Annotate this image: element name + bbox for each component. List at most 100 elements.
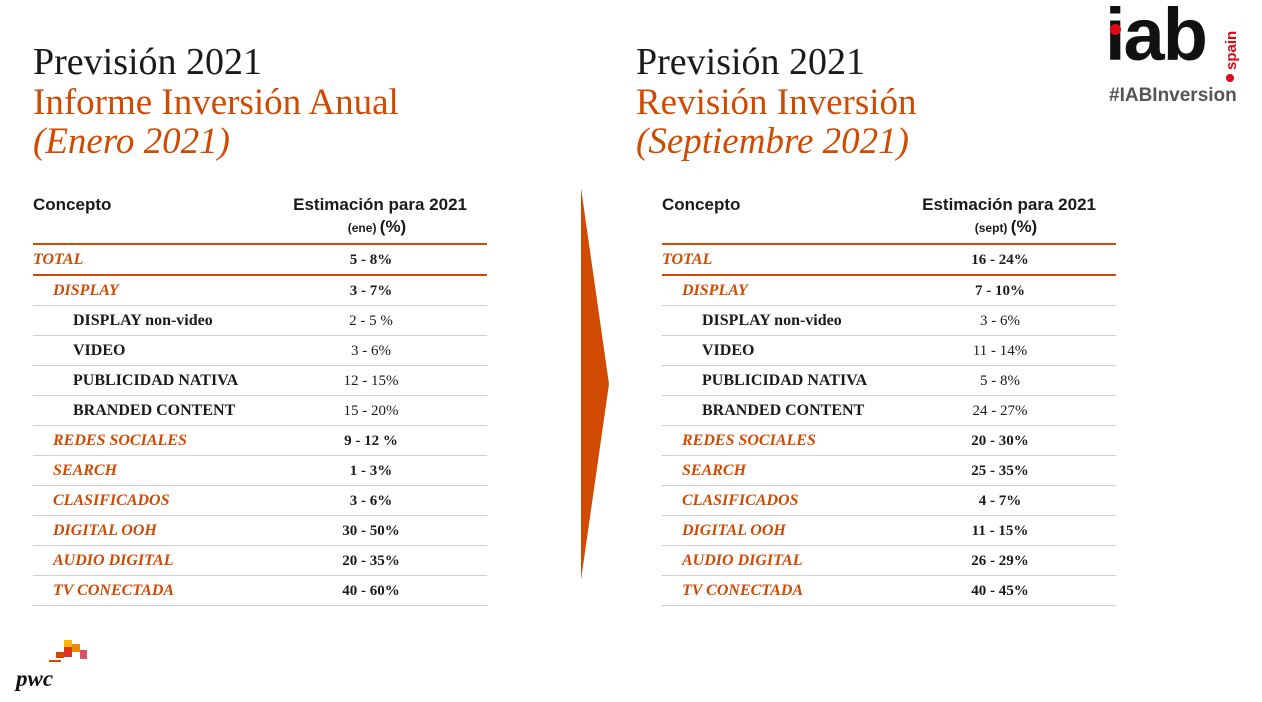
row-label: DISPLAY non-video	[73, 312, 213, 329]
row-value: 12 - 15%	[343, 373, 399, 389]
iab-country-text: spain	[1223, 31, 1240, 70]
row-label: DIGITAL OOH	[53, 522, 157, 539]
row-label: PUBLICIDAD NATIVA	[702, 372, 868, 389]
panel-date: (Septiembre 2021)	[636, 121, 909, 162]
row-value: 25 - 35%	[971, 463, 1029, 479]
row-value: 3 - 6%	[351, 343, 391, 359]
table-row: DISPLAY non-video 3 - 6%	[662, 306, 1116, 336]
row-label: REDES SOCIALES	[682, 432, 816, 449]
row-value: 3 - 6%	[980, 313, 1020, 329]
table-row: BRANDED CONTENT 15 - 20%	[33, 396, 487, 426]
row-label: DISPLAY	[682, 282, 748, 299]
panel-title: Previsión 2021	[33, 41, 263, 83]
table-row: DIGITAL OOH 11 - 15%	[662, 516, 1116, 546]
pwc-logo: pwc	[16, 638, 96, 698]
row-value: 9 - 12 %	[344, 433, 398, 449]
row-value: 40 - 45%	[971, 583, 1029, 599]
row-label: PUBLICIDAD NATIVA	[73, 372, 239, 389]
table-row: SEARCH 25 - 35%	[662, 456, 1116, 486]
panel-subtitle: Informe Inversión Anual	[33, 82, 399, 123]
hashtag: #IABInversion	[1109, 85, 1237, 106]
table-row: DIGITAL OOH 30 - 50%	[33, 516, 487, 546]
panel-subtitle: Revisión Inversión	[636, 82, 917, 123]
iab-dot	[1110, 24, 1121, 35]
row-label: SEARCH	[53, 462, 118, 479]
table-row: DISPLAY 3 - 7%	[33, 276, 487, 306]
row-value: 11 - 15%	[971, 523, 1029, 539]
row-label: REDES SOCIALES	[53, 432, 187, 449]
table-row: TOTAL 5 - 8%	[33, 245, 487, 276]
row-label: DISPLAY non-video	[702, 312, 842, 329]
row-value: 24 - 27%	[972, 403, 1028, 419]
pwc-wordmark: pwc	[16, 666, 54, 691]
iab-spain-logo: iab spain #IABInversion	[1105, 0, 1245, 107]
row-label: AUDIO DIGITAL	[682, 552, 803, 569]
row-label: SEARCH	[682, 462, 747, 479]
row-value: 3 - 7%	[349, 283, 393, 299]
header-period-label: (ene)	[347, 221, 377, 235]
row-value: 26 - 29%	[971, 553, 1029, 569]
row-value: 15 - 20%	[343, 403, 399, 419]
table-row: TOTAL 16 - 24%	[662, 245, 1116, 276]
header-period-label: (sept)	[974, 221, 1008, 235]
table-header: Concepto Estimación para 2021 (sept) (%)	[662, 193, 1116, 245]
table-row: REDES SOCIALES 9 - 12 %	[33, 426, 487, 456]
forecast-table: Concepto Estimación para 2021 (sept) (%)…	[662, 193, 1116, 606]
table-row: REDES SOCIALES 20 - 30%	[662, 426, 1116, 456]
table-row: DISPLAY 7 - 10%	[662, 276, 1116, 306]
row-value: 11 - 14%	[972, 343, 1028, 359]
row-label: VIDEO	[702, 342, 755, 359]
iab-wordmark: iab	[1105, 0, 1208, 76]
table-row: AUDIO DIGITAL 26 - 29%	[662, 546, 1116, 576]
table-row: CLASIFICADOS 3 - 6%	[33, 486, 487, 516]
table-row: VIDEO 3 - 6%	[33, 336, 487, 366]
table-row: AUDIO DIGITAL 20 - 35%	[33, 546, 487, 576]
table-row: CLASIFICADOS 4 - 7%	[662, 486, 1116, 516]
row-label: AUDIO DIGITAL	[53, 552, 174, 569]
panel-date: (Enero 2021)	[33, 121, 230, 162]
row-label: TV CONECTADA	[53, 582, 175, 599]
row-label: DISPLAY	[53, 282, 119, 299]
header-concept: Concepto	[33, 195, 112, 214]
row-label: CLASIFICADOS	[53, 492, 170, 509]
table-row: SEARCH 1 - 3%	[33, 456, 487, 486]
header-percent: (%)	[379, 217, 407, 236]
chevron-right-icon	[581, 188, 609, 580]
row-label: CLASIFICADOS	[682, 492, 799, 509]
header-period: (sept) (%)	[906, 217, 1106, 237]
table-row: TV CONECTADA 40 - 60%	[33, 576, 487, 606]
row-label: BRANDED CONTENT	[73, 402, 236, 419]
row-label: TOTAL	[662, 251, 713, 268]
table-row: TV CONECTADA 40 - 45%	[662, 576, 1116, 606]
row-value: 1 - 3%	[349, 463, 393, 479]
row-value: 30 - 50%	[342, 523, 400, 539]
row-label: BRANDED CONTENT	[702, 402, 865, 419]
header-period: (ene) (%)	[277, 217, 477, 237]
row-label: VIDEO	[73, 342, 126, 359]
header-estimate: Estimación para 2021	[922, 195, 1096, 214]
table-row: BRANDED CONTENT 24 - 27%	[662, 396, 1116, 426]
table-row: PUBLICIDAD NATIVA 12 - 15%	[33, 366, 487, 396]
row-value: 16 - 24%	[971, 252, 1029, 268]
panel-title: Previsión 2021	[636, 41, 866, 83]
row-value: 7 - 10%	[975, 283, 1025, 299]
table-row: VIDEO 11 - 14%	[662, 336, 1116, 366]
row-value: 3 - 6%	[349, 493, 393, 509]
forecast-table: Concepto Estimación para 2021 (ene) (%) …	[33, 193, 487, 606]
table-row: DISPLAY non-video 2 - 5 %	[33, 306, 487, 336]
pwc-mark-icon	[49, 640, 87, 662]
row-value: 5 - 8%	[980, 373, 1020, 389]
iab-country-label: spain	[1223, 31, 1240, 82]
table-header: Concepto Estimación para 2021 (ene) (%)	[33, 193, 487, 245]
row-value: 2 - 5 %	[349, 313, 393, 329]
row-value: 4 - 7%	[978, 493, 1022, 509]
row-label: DIGITAL OOH	[682, 522, 786, 539]
header-estimate: Estimación para 2021	[293, 195, 467, 214]
row-label: TV CONECTADA	[682, 582, 804, 599]
header-concept: Concepto	[662, 195, 741, 214]
row-value: 5 - 8%	[349, 252, 393, 268]
row-label: TOTAL	[33, 251, 84, 268]
row-value: 20 - 35%	[342, 553, 400, 569]
row-value: 40 - 60%	[342, 583, 400, 599]
header-percent: (%)	[1010, 217, 1038, 236]
